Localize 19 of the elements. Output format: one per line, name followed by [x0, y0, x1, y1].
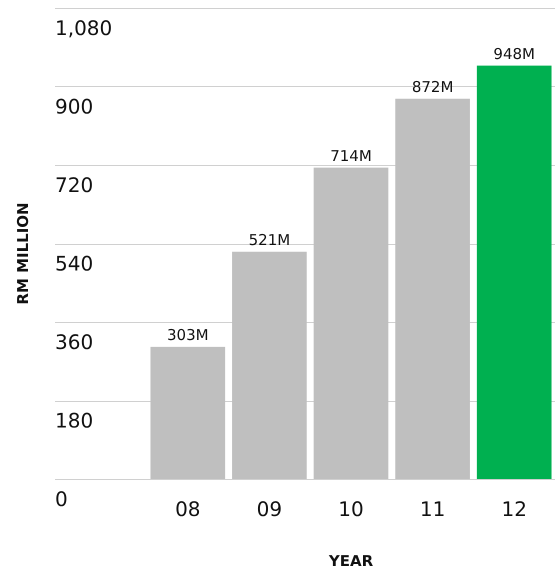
x-tick-label: 11 — [420, 497, 446, 522]
y-tick-label: 180 — [55, 408, 94, 433]
x-axis-title: YEAR — [328, 552, 374, 570]
y-tick-label: 360 — [55, 330, 94, 354]
x-tick-label: 10 — [338, 497, 364, 522]
y-tick-label: 900 — [55, 94, 94, 119]
x-tick-label: 09 — [256, 497, 282, 522]
data-label: 521M — [248, 231, 290, 250]
x-tick-label: 12 — [501, 497, 527, 522]
data-label: 714M — [330, 147, 372, 166]
y-axis-title: RM MILLION — [14, 202, 32, 305]
y-tick-label: 1,080 — [55, 16, 112, 40]
y-tick-label: 720 — [55, 173, 94, 198]
y-tick-label: 0 — [55, 487, 68, 512]
y-tick-label: 540 — [55, 252, 94, 276]
data-label: 948M — [493, 44, 535, 63]
x-tick-label: 08 — [175, 497, 201, 522]
data-label: 872M — [412, 78, 454, 96]
data-label: 303M — [167, 326, 209, 344]
